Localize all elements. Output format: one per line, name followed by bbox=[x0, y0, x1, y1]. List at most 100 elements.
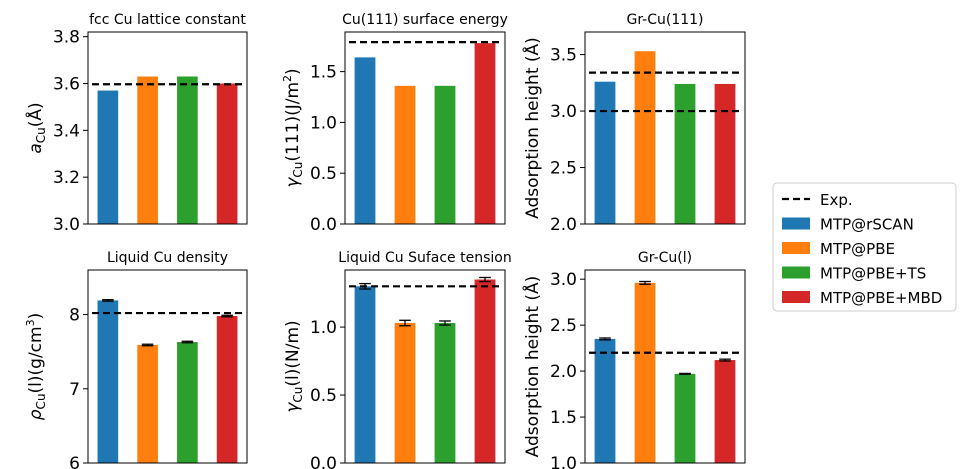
y-label-subscript: Cu bbox=[291, 162, 305, 178]
chart-panel-1: 3.0 3.2 3.4 3.6 3.8 fcc Cu lattice constant aC… bbox=[24, 12, 248, 235]
y-tick-label: 1.0 bbox=[310, 113, 337, 133]
axes-frame bbox=[584, 31, 746, 225]
panel-title: Cu(111) surface energy bbox=[342, 12, 508, 28]
bar-MTP@PBE+MBD bbox=[714, 360, 736, 463]
bar-MTP@PBE+MBD bbox=[474, 43, 496, 224]
bar-MTP@rSCAN bbox=[594, 81, 616, 224]
y-label-unit: (l)(N/m) bbox=[283, 320, 303, 386]
y-tick-label: 1.0 bbox=[310, 318, 337, 338]
bar-MTP@PBE bbox=[634, 51, 656, 225]
y-tick-label: 3.8 bbox=[53, 28, 80, 48]
y-tick-label: 3.6 bbox=[53, 75, 80, 95]
bar-MTP@PBE+TS bbox=[434, 323, 456, 463]
y-label-superscript: 3 bbox=[24, 319, 37, 326]
y-label-superscript: 2 bbox=[281, 75, 294, 82]
y-axis-label: ρCu(l)(g/cm3) bbox=[24, 313, 48, 420]
bar-MTP@rSCAN bbox=[354, 286, 376, 463]
y-label-unit-close: ) bbox=[283, 68, 303, 75]
y-label-unit: (Å) bbox=[24, 102, 46, 127]
y-axis-label: Adsorption height (Å) bbox=[521, 276, 543, 458]
bar-MTP@PBE+MBD bbox=[216, 316, 238, 463]
legend-color-swatch bbox=[782, 291, 810, 303]
legend-label: MTP@PBE+TS bbox=[820, 265, 926, 283]
panel-title: Liquid Cu density bbox=[107, 250, 228, 266]
legend-item: MTP@PBE bbox=[782, 240, 895, 258]
bar-MTP@PBE bbox=[137, 76, 158, 224]
y-tick-label: 3.0 bbox=[550, 102, 577, 122]
y-tick-label: 7 bbox=[69, 380, 80, 400]
y-label-unit: (l)(g/cm bbox=[26, 326, 46, 393]
panel-title: Gr-Cu(111) bbox=[626, 12, 703, 28]
bar-MTP@PBE bbox=[634, 282, 656, 463]
y-axis-label: aCu(Å) bbox=[24, 102, 48, 153]
y-label-unit: (111)(J/m bbox=[283, 82, 303, 162]
legend-item: Exp. bbox=[782, 191, 853, 209]
bar-MTP@PBE+MBD bbox=[474, 279, 496, 463]
y-tick-label: 6 bbox=[69, 454, 80, 469]
y-label-symbol: γ bbox=[283, 402, 303, 413]
y-tick-label: 0.0 bbox=[310, 215, 337, 235]
y-tick-label: 3.4 bbox=[53, 121, 80, 141]
y-tick-label: 0.5 bbox=[310, 386, 337, 406]
chart-panel-4: 6 7 8 Liquid Cu density ρCu(l)(g/cm3) bbox=[24, 250, 248, 469]
legend-label: Exp. bbox=[820, 191, 853, 209]
bar-MTP@rSCAN bbox=[97, 300, 119, 463]
y-tick-label: 2.0 bbox=[550, 362, 577, 382]
y-tick-label: 3.0 bbox=[550, 270, 577, 290]
legend-item: MTP@rSCAN bbox=[782, 216, 914, 234]
y-tick-label: 1.0 bbox=[550, 454, 577, 469]
y-tick-label: 2.5 bbox=[550, 159, 577, 179]
y-label-subscript: Cu bbox=[291, 387, 305, 403]
legend-item: MTP@PBE+MBD bbox=[782, 289, 942, 307]
y-tick-label: 8 bbox=[69, 306, 80, 326]
y-label-unit-close: ) bbox=[26, 313, 46, 320]
legend-frame bbox=[772, 182, 957, 312]
chart-panel-6: 1.0 1.5 2.0 2.5 3.0 Gr-Cu(l) Adsorption height… bbox=[521, 250, 746, 469]
axes-frame bbox=[344, 31, 506, 225]
chart-panel-5: 0.0 0.5 1.0 Liquid Cu Suface tension γCu(l)(… bbox=[283, 250, 512, 469]
legend-label: MTP@PBE bbox=[820, 240, 895, 258]
y-label-subscript: Cu bbox=[34, 127, 48, 143]
bar-MTP@PBE+TS bbox=[177, 342, 198, 463]
panel-title: Gr-Cu(l) bbox=[638, 250, 692, 266]
legend-label: MTP@rSCAN bbox=[820, 216, 914, 234]
legend-item: MTP@PBE+TS bbox=[782, 265, 926, 283]
y-axis-label: γCu(111)(J/m2) bbox=[281, 68, 305, 187]
y-tick-label: 1.5 bbox=[310, 63, 337, 83]
y-axis-label: Adsorption height (Å) bbox=[521, 37, 543, 219]
bar-MTP@PBE+TS bbox=[674, 373, 696, 463]
legend-label: MTP@PBE+MBD bbox=[820, 289, 942, 307]
panel-title: fcc Cu lattice constant bbox=[89, 12, 246, 28]
y-label-symbol: ρ bbox=[26, 409, 46, 420]
bar-MTP@rSCAN bbox=[594, 338, 616, 463]
axes-frame bbox=[87, 31, 248, 225]
bar-MTP@PBE bbox=[394, 323, 416, 463]
y-label-symbol: a bbox=[26, 143, 46, 153]
y-tick-label: 0.5 bbox=[310, 164, 337, 184]
bar-MTP@PBE+TS bbox=[177, 76, 198, 224]
bar-MTP@PBE bbox=[137, 344, 158, 463]
y-tick-label: 2.5 bbox=[550, 316, 577, 336]
y-label-subscript: Cu bbox=[34, 393, 48, 409]
bar-MTP@rSCAN bbox=[97, 90, 119, 224]
bar-MTP@PBE+TS bbox=[674, 83, 696, 224]
bar-MTP@PBE+MBD bbox=[714, 83, 736, 224]
panel-title: Liquid Cu Suface tension bbox=[338, 250, 511, 266]
bar-MTP@PBE+TS bbox=[434, 85, 456, 224]
legend-color-swatch bbox=[782, 242, 810, 254]
y-tick-label: 3.0 bbox=[53, 215, 80, 235]
bar-MTP@rSCAN bbox=[354, 57, 376, 225]
axes-frame bbox=[584, 269, 746, 464]
legend-color-swatch bbox=[782, 266, 810, 279]
axes-frame bbox=[344, 269, 506, 464]
chart-panel-2: 0.0 0.5 1.0 1.5 Cu(111) surface energy γCu(11… bbox=[281, 12, 508, 235]
axes-frame bbox=[87, 269, 248, 464]
legend: Exp. MTP@rSCAN MTP@PBE MTP@PBE+TS MTP@PBE+MB… bbox=[772, 182, 957, 312]
y-axis-label: γCu(l)(N/m) bbox=[283, 320, 305, 412]
y-tick-label: 1.5 bbox=[550, 408, 577, 428]
bar-MTP@PBE bbox=[394, 85, 416, 224]
chart-panel-3: 2.0 2.5 3.0 3.5 Gr-Cu(111) Adsorption height … bbox=[521, 12, 746, 235]
y-label-symbol: γ bbox=[283, 177, 303, 188]
